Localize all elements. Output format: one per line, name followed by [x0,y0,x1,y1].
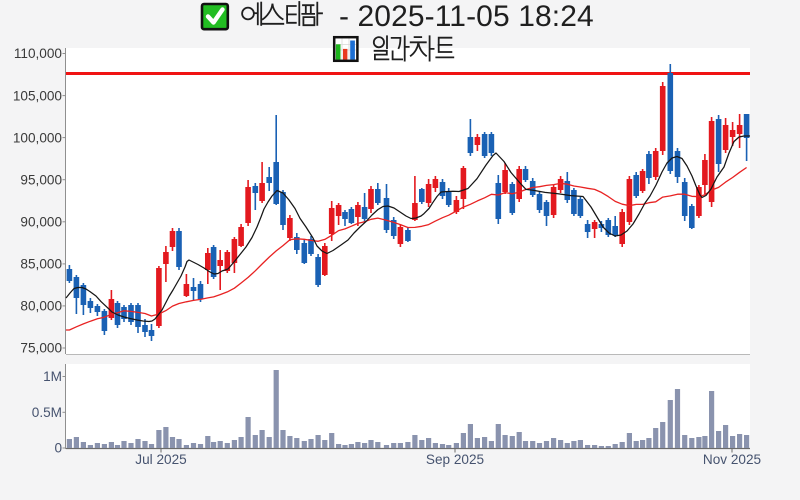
svg-text:- 2025-11-05 18:24: - 2025-11-05 18:24 [339,0,594,33]
svg-text:0: 0 [54,441,62,456]
svg-text:85,000: 85,000 [20,257,62,272]
svg-text:Jul 2025: Jul 2025 [135,452,186,467]
svg-text:100,000: 100,000 [13,130,63,145]
svg-text:80,000: 80,000 [20,299,62,314]
svg-text:75,000: 75,000 [20,341,62,356]
svg-text:Nov 2025: Nov 2025 [703,452,761,467]
svg-text:105,000: 105,000 [13,88,63,103]
svg-text:Sep 2025: Sep 2025 [426,452,484,467]
svg-text:110,000: 110,000 [14,46,63,61]
svg-text:90,000: 90,000 [20,215,62,230]
svg-text:95,000: 95,000 [20,172,62,187]
svg-text:0.5M: 0.5M [32,405,62,420]
svg-text:1M: 1M [43,369,62,384]
